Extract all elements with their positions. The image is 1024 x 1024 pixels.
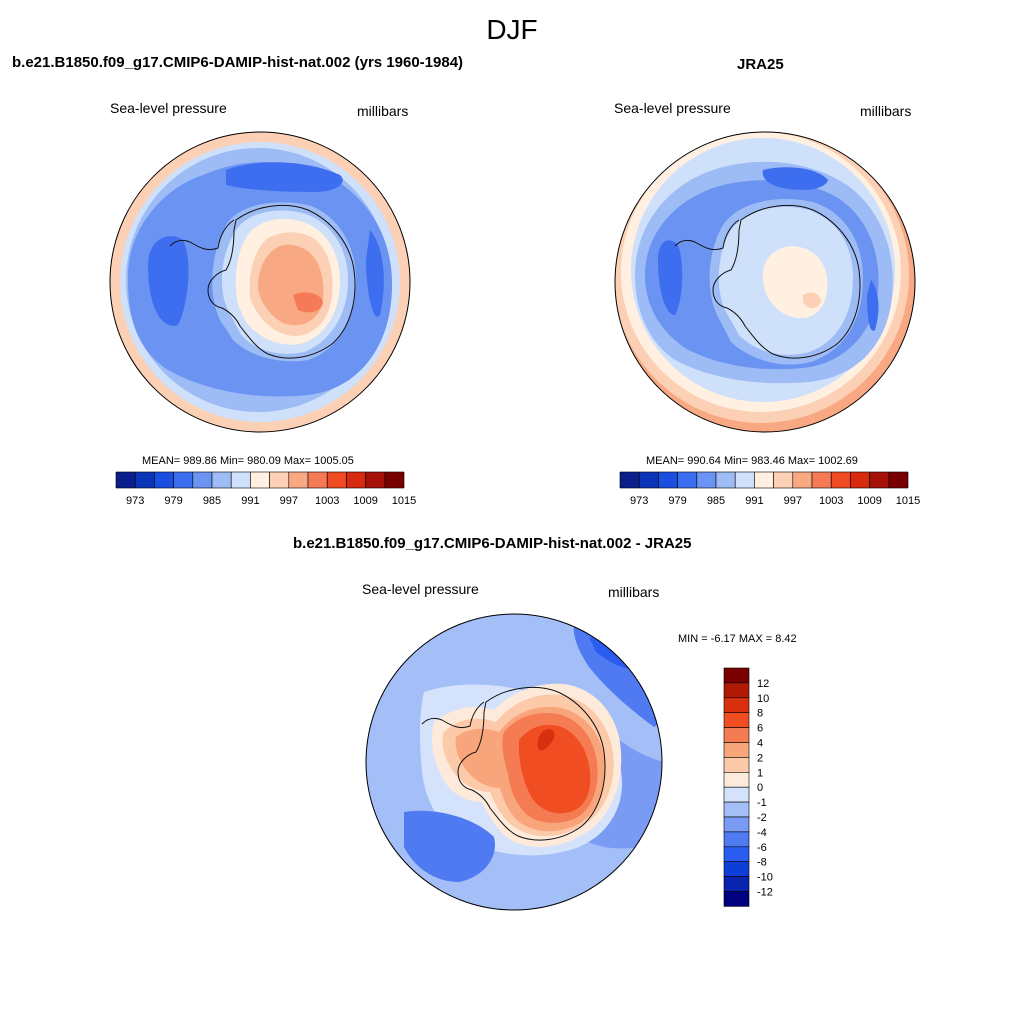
diff-variable-label: Sea-level pressure xyxy=(362,581,479,597)
diff-colorbar-tick-label: 8 xyxy=(757,708,763,720)
model-units-label: millibars xyxy=(357,103,409,119)
diff-colorbar-box xyxy=(723,712,750,728)
diff-colorbar-tick-label: -1 xyxy=(757,797,767,809)
model-colorbar-box xyxy=(365,471,386,489)
obs-colorbar-tick-label: 997 xyxy=(784,495,802,507)
model-colorbar-box xyxy=(269,471,290,489)
diff-colorbar-tick-label: 0 xyxy=(757,782,763,794)
obs-colorbar-box xyxy=(754,471,774,489)
diff-colorbar-box xyxy=(723,682,750,699)
obs-colorbar-box xyxy=(677,471,698,489)
diff-colorbar-box xyxy=(723,846,750,863)
obs-colorbar-tick-label: 1009 xyxy=(857,495,881,507)
diff-colorbar-box xyxy=(723,891,750,907)
obs-units-label: millibars xyxy=(860,103,912,119)
model-colorbar-box xyxy=(384,471,405,489)
model-colorbar-box xyxy=(288,471,309,489)
diff-colorbar-box xyxy=(723,757,750,773)
diff-colorbar-tick-label: 2 xyxy=(757,752,763,764)
model-colorbar-tick-label: 1003 xyxy=(315,495,339,507)
obs-colorbar-box xyxy=(715,471,736,489)
diff-colorbar-box xyxy=(723,876,750,892)
diff-colorbar-tick-label: 1 xyxy=(757,767,763,779)
diff-colorbar-box xyxy=(723,667,750,684)
figure-title: DJF xyxy=(486,14,538,45)
model-colorbar: 973 979 985 991 997 1003 1009 1015 xyxy=(115,471,416,507)
obs-colorbar-box xyxy=(638,471,659,489)
diff-units-label: millibars xyxy=(608,584,660,600)
model-colorbar-box xyxy=(307,471,328,489)
obs-colorbar: 973 979 985 991 997 1003 1009 1015 xyxy=(619,471,920,507)
obs-colorbar-box xyxy=(888,471,909,489)
obs-colorbar-box xyxy=(869,471,890,489)
diff-colorbar-tick-label: 12 xyxy=(757,678,769,690)
diff-colorbar-box xyxy=(723,772,750,788)
model-colorbar-box xyxy=(346,471,366,489)
obs-colorbar-box xyxy=(734,471,755,489)
model-map xyxy=(109,131,411,433)
model-colorbar-box xyxy=(192,471,213,489)
model-variable-label: Sea-level pressure xyxy=(110,100,227,116)
obs-colorbar-tick-label: 1003 xyxy=(819,495,843,507)
diff-colorbar-box xyxy=(723,697,750,713)
model-colorbar-tick-label: 1009 xyxy=(353,495,377,507)
diff-stats: MIN = -6.17 MAX = 8.42 xyxy=(678,633,797,645)
obs-colorbar-box xyxy=(850,471,870,489)
obs-variable-label: Sea-level pressure xyxy=(614,100,731,116)
diff-colorbar-box xyxy=(723,727,750,743)
obs-colorbar-tick-label: 991 xyxy=(745,495,763,507)
obs-colorbar-tick-label: 979 xyxy=(668,495,686,507)
diff-colorbar-tick-label: -8 xyxy=(757,857,767,869)
obs-colorbar-tick-label: 985 xyxy=(707,495,725,507)
obs-colorbar-box xyxy=(773,471,794,489)
model-stats: MEAN= 989.86 Min= 980.09 Max= 1005.05 xyxy=(142,455,354,467)
model-colorbar-box xyxy=(115,471,136,489)
model-colorbar-tick-label: 997 xyxy=(280,495,298,507)
diff-colorbar-tick-label: 4 xyxy=(757,738,763,750)
model-colorbar-tick-label: 973 xyxy=(126,495,144,507)
obs-colorbar-box xyxy=(619,471,640,489)
diff-colorbar-tick-label: -6 xyxy=(757,842,767,854)
obs-panel-title: JRA25 xyxy=(737,56,784,73)
model-colorbar-tick-label: 991 xyxy=(241,495,259,507)
obs-colorbar-box xyxy=(658,471,678,489)
diff-colorbar-tick-label: -4 xyxy=(757,827,767,839)
diff-colorbar-box xyxy=(723,816,750,833)
model-colorbar-box xyxy=(211,471,232,489)
diff-colorbar-box xyxy=(723,801,750,818)
model-panel-title: b.e21.B1850.f09_g17.CMIP6-DAMIP-hist-nat… xyxy=(12,54,464,71)
diff-colorbar-box xyxy=(723,831,750,848)
model-colorbar-tick-label: 1015 xyxy=(392,495,416,507)
model-colorbar-box xyxy=(250,471,270,489)
diff-colorbar-box xyxy=(723,786,750,803)
model-colorbar-tick-label: 985 xyxy=(203,495,221,507)
obs-colorbar-box xyxy=(696,471,717,489)
diff-colorbar-tick-label: 6 xyxy=(757,723,763,735)
obs-colorbar-box xyxy=(811,471,832,489)
diff-map xyxy=(365,613,663,911)
diff-colorbar-tick-label: -2 xyxy=(757,812,767,824)
obs-stats: MEAN= 990.64 Min= 983.46 Max= 1002.69 xyxy=(646,455,858,467)
diff-colorbar-box xyxy=(723,742,750,758)
obs-colorbar-box xyxy=(830,471,851,489)
model-colorbar-box xyxy=(230,471,251,489)
model-colorbar-box xyxy=(154,471,174,489)
diff-colorbar-box xyxy=(723,861,750,877)
model-colorbar-tick-label: 979 xyxy=(164,495,182,507)
obs-colorbar-tick-label: 1015 xyxy=(896,495,920,507)
model-colorbar-box xyxy=(326,471,347,489)
model-colorbar-box xyxy=(134,471,155,489)
obs-colorbar-box xyxy=(792,471,813,489)
diff-colorbar-tick-label: -10 xyxy=(757,872,773,884)
diff-colorbar-tick-label: -12 xyxy=(757,887,773,899)
diff-panel-title: b.e21.B1850.f09_g17.CMIP6-DAMIP-hist-nat… xyxy=(293,535,692,552)
obs-colorbar-tick-label: 973 xyxy=(630,495,648,507)
model-colorbar-box xyxy=(173,471,194,489)
obs-map xyxy=(614,131,916,433)
diff-colorbar-tick-label: 10 xyxy=(757,693,769,705)
